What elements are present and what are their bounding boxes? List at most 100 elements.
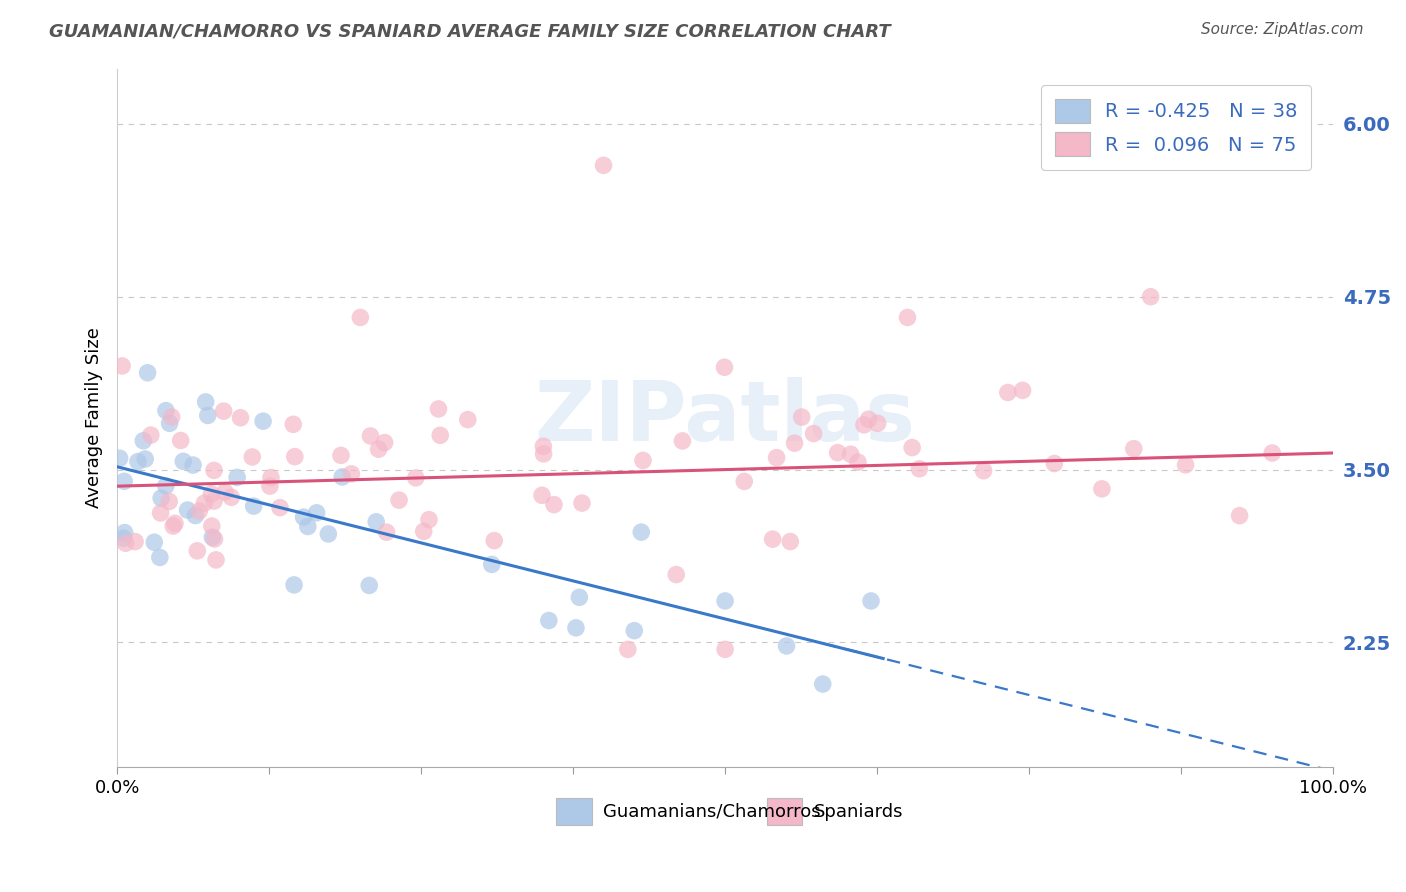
Point: [1043, 457, 1066, 471]
Point: [170, 434, 193, 448]
Point: [783, 436, 806, 450]
Point: [631, 453, 654, 467]
Point: [537, 614, 560, 628]
Point: [184, 508, 207, 523]
Point: [162, 519, 184, 533]
Point: [283, 578, 305, 592]
Point: [155, 403, 177, 417]
Point: [201, 530, 224, 544]
Point: [139, 428, 162, 442]
Point: [359, 429, 381, 443]
Point: [157, 494, 180, 508]
Point: [176, 503, 198, 517]
Point: [330, 470, 353, 484]
Y-axis label: Average Family Size: Average Family Size: [86, 327, 103, 508]
Point: [427, 401, 450, 416]
Point: [623, 624, 645, 638]
Point: [1091, 482, 1114, 496]
Point: [1261, 446, 1284, 460]
Point: [318, 527, 340, 541]
Point: [181, 458, 204, 472]
Point: [212, 404, 235, 418]
Point: [388, 493, 411, 508]
Point: [714, 594, 737, 608]
Point: [1229, 508, 1251, 523]
Point: [839, 447, 862, 461]
Point: [149, 506, 172, 520]
Point: [568, 591, 591, 605]
Point: [592, 158, 614, 172]
Point: [765, 450, 787, 465]
Point: [127, 454, 149, 468]
Point: [259, 479, 281, 493]
Point: [859, 594, 882, 608]
Point: [779, 534, 801, 549]
Text: Source: ZipAtlas.com: Source: ZipAtlas.com: [1201, 22, 1364, 37]
Point: [671, 434, 693, 448]
Point: [124, 534, 146, 549]
Point: [155, 479, 177, 493]
Point: [172, 454, 194, 468]
Text: ZIPatlas: ZIPatlas: [534, 377, 915, 458]
Point: [194, 395, 217, 409]
Point: [114, 536, 136, 550]
Point: [340, 467, 363, 481]
Point: [197, 409, 219, 423]
Point: [858, 412, 880, 426]
Point: [565, 621, 588, 635]
Point: [226, 470, 249, 484]
Point: [367, 442, 389, 457]
Point: [252, 414, 274, 428]
Point: [484, 533, 506, 548]
Point: [297, 519, 319, 533]
Text: GUAMANIAN/CHAMORRO VS SPANIARD AVERAGE FAMILY SIZE CORRELATION CHART: GUAMANIAN/CHAMORRO VS SPANIARD AVERAGE F…: [49, 22, 891, 40]
Point: [531, 488, 554, 502]
Point: [149, 550, 172, 565]
Point: [359, 578, 381, 592]
Point: [214, 485, 236, 500]
Point: [143, 535, 166, 549]
Point: [775, 639, 797, 653]
Point: [114, 525, 136, 540]
Point: [188, 504, 211, 518]
Point: [997, 385, 1019, 400]
Point: [811, 677, 834, 691]
Point: [866, 417, 889, 431]
Point: [418, 513, 440, 527]
Point: [405, 471, 427, 485]
Point: [908, 462, 931, 476]
Point: [1011, 384, 1033, 398]
Point: [160, 409, 183, 424]
Point: [852, 417, 875, 432]
Point: [665, 567, 688, 582]
Point: [136, 366, 159, 380]
Point: [330, 449, 353, 463]
Point: [204, 532, 226, 546]
Point: [846, 455, 869, 469]
Point: [571, 496, 593, 510]
Point: [108, 451, 131, 466]
Point: [803, 426, 825, 441]
Point: [1139, 290, 1161, 304]
Text: Spaniards: Spaniards: [814, 803, 903, 821]
Point: [283, 417, 305, 432]
Point: [111, 359, 134, 373]
Point: [901, 441, 924, 455]
Point: [112, 475, 135, 489]
Point: [412, 524, 434, 539]
Point: [202, 463, 225, 477]
Point: [827, 445, 849, 459]
Point: [284, 450, 307, 464]
Point: [134, 452, 156, 467]
Point: [366, 515, 388, 529]
Point: [1174, 458, 1197, 472]
Point: [186, 544, 208, 558]
Point: [457, 412, 479, 426]
Point: [193, 496, 215, 510]
Point: [349, 310, 371, 325]
Point: [375, 525, 398, 540]
Point: [533, 447, 555, 461]
Point: [200, 487, 222, 501]
Point: [973, 464, 995, 478]
Point: [205, 553, 228, 567]
